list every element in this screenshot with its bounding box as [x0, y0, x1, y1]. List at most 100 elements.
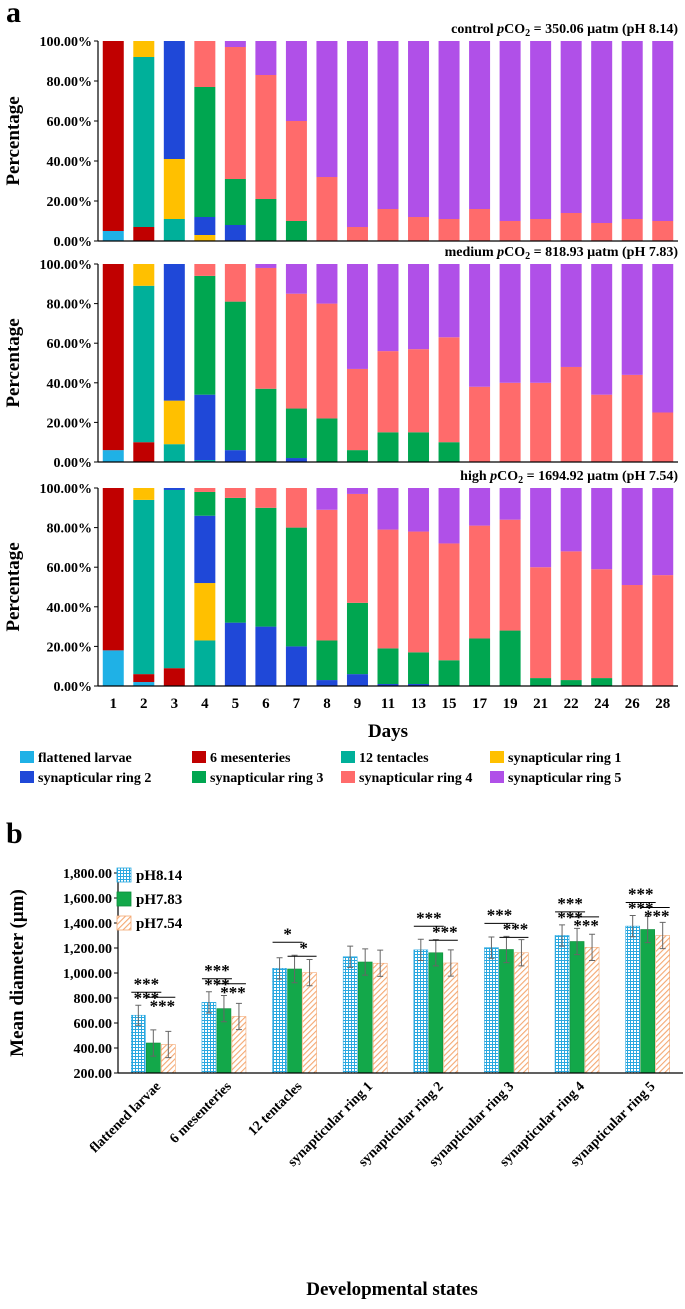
bar-segment-day-8-synapticular-ring-4 — [316, 177, 338, 241]
bar-segment-day-1-flattened-larvae — [102, 231, 124, 241]
bar-segment-day-7-synapticular-ring-4 — [285, 293, 307, 409]
bar-segment-day-9-synapticular-ring-5 — [346, 264, 368, 369]
y-axis-title: Percentage — [3, 318, 24, 407]
bar-pH7.54 — [302, 972, 317, 1074]
chart-title: medium pCO2 = 818.93 µatm (pH 7.83) — [445, 245, 679, 262]
significance-top: *** — [628, 885, 654, 904]
bar-segment-day-13-synapticular-ring-3 — [408, 652, 430, 685]
bar-segment-day-17-synapticular-ring-5 — [469, 41, 491, 209]
legend-label: pH8.14 — [136, 868, 183, 884]
legend-label: synapticular ring 3 — [210, 771, 323, 786]
x-tick-label-day-6: 6 — [262, 696, 270, 712]
bar-segment-day-13-synapticular-ring-5 — [408, 488, 430, 532]
x-tick-label-day-21: 21 — [533, 696, 548, 712]
bar-segment-day-11-synapticular-ring-5 — [377, 264, 399, 352]
bar-segment-day-21-synapticular-ring-4 — [530, 567, 552, 679]
bar-segment-day-24-synapticular-ring-3 — [591, 678, 613, 686]
bar-pH7.54 — [514, 952, 529, 1074]
x-tick-label-day-28: 28 — [655, 696, 670, 712]
significance-top: *** — [557, 894, 583, 913]
bar-group-synapticular-ring-5: ********* — [625, 885, 670, 1074]
bar-pH7.83 — [499, 949, 514, 1074]
stacked-chart-2: medium pCO2 = 818.93 µatm (pH 7.83) 0.00%… — [3, 245, 678, 471]
bar-segment-day-1-6-mesenteries — [102, 488, 124, 651]
bar-segment-day-19-synapticular-ring-4 — [499, 519, 521, 631]
bar-segment-day-9-synapticular-ring-3 — [346, 602, 368, 675]
legend-label: pH7.83 — [136, 892, 182, 908]
x-tick-label-flattened-larvae: flattened larvae — [87, 1079, 164, 1156]
bar-segment-day-26-synapticular-ring-4 — [621, 219, 643, 241]
bar-segment-day-6-synapticular-ring-2 — [255, 626, 277, 686]
x-tick-label-6-mesenteries: 6 mesenteries — [167, 1079, 235, 1147]
y-tick-label: 40.00% — [47, 377, 93, 392]
bar-segment-day-11-synapticular-ring-3 — [377, 648, 399, 685]
legend-label: synapticular ring 5 — [508, 771, 621, 786]
bar-segment-day-13-synapticular-ring-2 — [408, 684, 430, 686]
bar-segment-day-22-synapticular-ring-4 — [560, 366, 582, 462]
bar-segment-day-15-synapticular-ring-5 — [438, 41, 460, 219]
y-tick-label: 20.00% — [47, 416, 93, 431]
bar-segment-day-21-synapticular-ring-5 — [530, 41, 552, 219]
x-tick-label-day-1: 1 — [110, 696, 118, 712]
bar-segment-day-19-synapticular-ring-4 — [499, 382, 521, 462]
bar-segment-day-15-synapticular-ring-4 — [438, 219, 460, 241]
bar-segment-day-9-synapticular-ring-5 — [346, 41, 368, 227]
bar-segment-day-19-synapticular-ring-5 — [499, 264, 521, 383]
bar-segment-day-11-synapticular-ring-5 — [377, 41, 399, 209]
panel-b-label: b — [6, 817, 23, 850]
bar-segment-day-5-synapticular-ring-3 — [224, 179, 246, 225]
legend-item-synapticular-ring-5: synapticular ring 5 — [490, 771, 621, 786]
bar-segment-day-3-12-tentacles — [163, 489, 185, 669]
bar-segment-day-28-synapticular-ring-5 — [652, 488, 674, 576]
bar-segment-day-8-synapticular-ring-2 — [316, 680, 338, 686]
bar-segment-day-19-synapticular-ring-5 — [499, 488, 521, 520]
bar-segment-day-4-synapticular-ring-2 — [194, 217, 216, 235]
bar-segment-day-4-synapticular-ring-1 — [194, 235, 216, 241]
y-tick-label: 100.00% — [40, 482, 93, 497]
y-tick-label: 60.00% — [47, 561, 93, 576]
bar-segment-day-8-synapticular-ring-4 — [316, 509, 338, 641]
bar-pH8.14 — [342, 956, 358, 1074]
significance-top: *** — [204, 961, 230, 980]
bar-segment-day-5-synapticular-ring-3 — [224, 301, 246, 451]
bar-segment-day-22-synapticular-ring-3 — [560, 680, 582, 686]
legend-item-pH7.54: pH7.54 — [116, 915, 183, 932]
legend-label: synapticular ring 2 — [38, 771, 151, 786]
bar-segment-day-2-6-mesenteries — [133, 442, 155, 462]
bar-segment-day-19-synapticular-ring-4 — [499, 221, 521, 241]
chart-title: high pCO2 = 1694.92 µatm (pH 7.54) — [460, 469, 678, 486]
x-tick-label-day-5: 5 — [232, 696, 240, 712]
bar-segment-day-5-synapticular-ring-2 — [224, 622, 246, 686]
bar-pH8.14 — [625, 925, 640, 1074]
bar-segment-day-3-synapticular-ring-1 — [163, 159, 185, 219]
bar-segment-day-7-synapticular-ring-4 — [285, 121, 307, 221]
x-tick-label-day-4: 4 — [201, 696, 209, 712]
x-tick-label-day-24: 24 — [594, 696, 610, 712]
bar-group-synapticular-ring-1 — [342, 945, 388, 1074]
legend-swatch — [341, 771, 355, 783]
bar-pH7.54 — [443, 962, 459, 1074]
y-tick-label: 20.00% — [47, 195, 93, 210]
y-tick-label: 80.00% — [47, 298, 93, 313]
bar-segment-day-7-synapticular-ring-2 — [285, 646, 307, 686]
bar-segment-day-11-synapticular-ring-4 — [377, 351, 399, 433]
bar-segment-day-8-synapticular-ring-3 — [316, 640, 338, 681]
bar-segment-day-4-synapticular-ring-3 — [194, 87, 216, 217]
y-tick-label: 200.00 — [74, 1067, 113, 1082]
bar-segment-day-24-synapticular-ring-4 — [591, 223, 613, 241]
bar-segment-day-24-synapticular-ring-4 — [591, 394, 613, 462]
bar-segment-day-6-synapticular-ring-4 — [255, 75, 277, 199]
bar-segment-day-26-synapticular-ring-5 — [621, 264, 643, 375]
bar-segment-day-17-synapticular-ring-5 — [469, 264, 491, 387]
bar-segment-day-11-synapticular-ring-4 — [377, 529, 399, 649]
bar-segment-day-26-synapticular-ring-4 — [621, 374, 643, 462]
y-tick-label: 100.00% — [40, 35, 93, 50]
y-tick-label: 80.00% — [47, 75, 93, 90]
bar-segment-day-5-synapticular-ring-2 — [224, 225, 246, 241]
bar-group-synapticular-ring-2: ****** — [413, 908, 459, 1074]
bar-segment-day-3-12-tentacles — [163, 444, 185, 462]
bar-segment-day-28-synapticular-ring-5 — [652, 41, 674, 221]
legend-item-synapticular-ring-2: synapticular ring 2 — [20, 771, 151, 786]
bar-group-synapticular-ring-3: ****** — [484, 905, 529, 1074]
y-tick-label: 800.00 — [74, 992, 113, 1007]
